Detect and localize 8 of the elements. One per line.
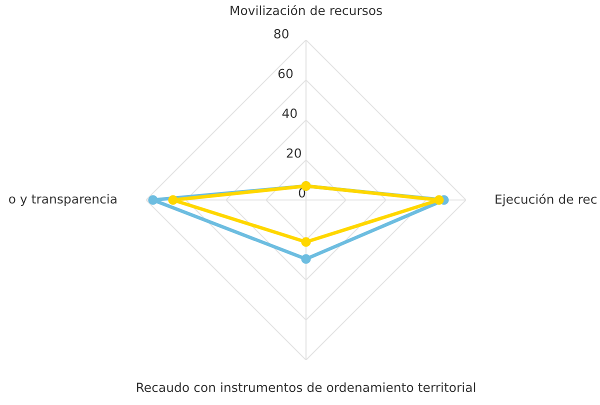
spoke-label: o y transparencia [9, 194, 116, 206]
y-tick-label: 40 [282, 108, 297, 118]
spoke-label: Ejecución de rec [496, 194, 596, 206]
y-tick-label: 20 [286, 148, 301, 158]
y-tick-label: 80 [274, 29, 288, 38]
y-tick-label: 60 [278, 68, 293, 78]
spoke-label: Recaudo con instrumentos de ordenamiento territorial [136, 382, 476, 392]
spoke-label: Movilización de recursos [230, 4, 382, 16]
